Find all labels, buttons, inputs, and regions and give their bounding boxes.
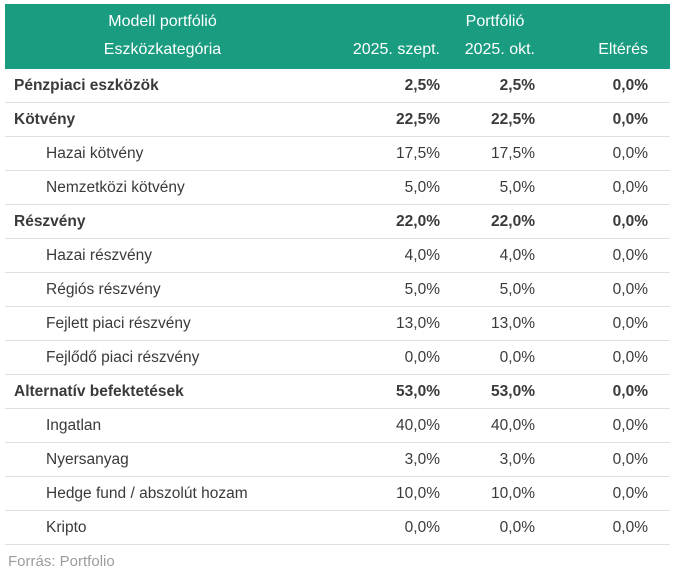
- okt-value-cell: 22,5%: [448, 102, 543, 137]
- header-group-row: Modell portfólió Portfólió: [5, 4, 671, 36]
- category-cell: Hedge fund / abszolút hozam: [5, 476, 320, 511]
- source-note: Forrás: Portfolio: [8, 553, 115, 570]
- elteres-value-cell: 0,0%: [543, 170, 671, 205]
- header-col-okt: 2025. okt.: [448, 36, 543, 69]
- table-row: Kripto 0,0% 0,0% 0,0%: [5, 510, 671, 545]
- header-columns-row: Eszközkategória 2025. szept. 2025. okt. …: [5, 36, 671, 69]
- category-cell: Részvény: [5, 204, 320, 239]
- header-group-model-portfolio: Modell portfólió: [5, 4, 320, 36]
- okt-value-cell: 10,0%: [448, 476, 543, 511]
- header-col-sept: 2025. szept.: [320, 36, 448, 69]
- okt-value-cell: 17,5%: [448, 136, 543, 171]
- table-row: Ingatlan 40,0% 40,0% 0,0%: [5, 408, 671, 443]
- table-row: Részvény 22,0% 22,0% 0,0%: [5, 204, 671, 239]
- sept-value-cell: 17,5%: [320, 136, 448, 171]
- table-row: Hedge fund / abszolút hozam 10,0% 10,0% …: [5, 476, 671, 511]
- sept-value-cell: 13,0%: [320, 306, 448, 341]
- elteres-value-cell: 0,0%: [543, 204, 671, 239]
- table-row: Pénzpiaci eszközök 2,5% 2,5% 0,0%: [5, 69, 671, 103]
- category-cell: Régiós részvény: [5, 272, 320, 307]
- elteres-value-cell: 0,0%: [543, 272, 671, 307]
- elteres-value-cell: 0,0%: [543, 306, 671, 341]
- table-row: Fejlett piaci részvény 13,0% 13,0% 0,0%: [5, 306, 671, 341]
- portfolio-table: Modell portfólió Portfólió Eszközkategór…: [5, 4, 671, 545]
- header-col-elteres: Eltérés: [543, 36, 671, 69]
- sept-value-cell: 0,0%: [320, 340, 448, 375]
- category-cell: Fejlett piaci részvény: [5, 306, 320, 341]
- okt-value-cell: 22,0%: [448, 204, 543, 239]
- elteres-value-cell: 0,0%: [543, 102, 671, 137]
- table-row: Régiós részvény 5,0% 5,0% 0,0%: [5, 272, 671, 307]
- sept-value-cell: 22,5%: [320, 102, 448, 137]
- table-row: Hazai kötvény 17,5% 17,5% 0,0%: [5, 136, 671, 171]
- okt-value-cell: 40,0%: [448, 408, 543, 443]
- table-row: Alternatív befektetések 53,0% 53,0% 0,0%: [5, 374, 671, 409]
- category-cell: Fejlődő piaci részvény: [5, 340, 320, 375]
- sept-value-cell: 40,0%: [320, 408, 448, 443]
- elteres-value-cell: 0,0%: [543, 510, 671, 545]
- table-row: Nyersanyag 3,0% 3,0% 0,0%: [5, 442, 671, 477]
- sept-value-cell: 2,5%: [320, 69, 448, 103]
- elteres-value-cell: 0,0%: [543, 69, 671, 103]
- elteres-value-cell: 0,0%: [543, 408, 671, 443]
- category-cell: Nyersanyag: [5, 442, 320, 477]
- table-row: Nemzetközi kötvény 5,0% 5,0% 0,0%: [5, 170, 671, 205]
- category-cell: Kötvény: [5, 102, 320, 137]
- okt-value-cell: 5,0%: [448, 272, 543, 307]
- elteres-value-cell: 0,0%: [543, 136, 671, 171]
- page-root: Modell portfólió Portfólió Eszközkategór…: [5, 4, 671, 570]
- okt-value-cell: 53,0%: [448, 374, 543, 409]
- table-header: Modell portfólió Portfólió Eszközkategór…: [5, 4, 671, 69]
- table-row: Fejlődő piaci részvény 0,0% 0,0% 0,0%: [5, 340, 671, 375]
- sept-value-cell: 10,0%: [320, 476, 448, 511]
- okt-value-cell: 13,0%: [448, 306, 543, 341]
- header-col-category: Eszközkategória: [5, 36, 320, 69]
- sept-value-cell: 4,0%: [320, 238, 448, 273]
- category-cell: Nemzetközi kötvény: [5, 170, 320, 205]
- okt-value-cell: 0,0%: [448, 340, 543, 375]
- category-cell: Pénzpiaci eszközök: [5, 69, 320, 103]
- table-body: Pénzpiaci eszközök 2,5% 2,5% 0,0% Kötvén…: [5, 69, 671, 545]
- table-row: Hazai részvény 4,0% 4,0% 0,0%: [5, 238, 671, 273]
- sept-value-cell: 53,0%: [320, 374, 448, 409]
- sept-value-cell: 22,0%: [320, 204, 448, 239]
- sept-value-cell: 0,0%: [320, 510, 448, 545]
- sept-value-cell: 5,0%: [320, 272, 448, 307]
- okt-value-cell: 0,0%: [448, 510, 543, 545]
- okt-value-cell: 4,0%: [448, 238, 543, 273]
- elteres-value-cell: 0,0%: [543, 374, 671, 409]
- okt-value-cell: 2,5%: [448, 69, 543, 103]
- header-group-portfolio: Portfólió: [320, 4, 671, 36]
- okt-value-cell: 5,0%: [448, 170, 543, 205]
- elteres-value-cell: 0,0%: [543, 442, 671, 477]
- category-cell: Alternatív befektetések: [5, 374, 320, 409]
- elteres-value-cell: 0,0%: [543, 340, 671, 375]
- category-cell: Hazai kötvény: [5, 136, 320, 171]
- sept-value-cell: 3,0%: [320, 442, 448, 477]
- category-cell: Kripto: [5, 510, 320, 545]
- category-cell: Hazai részvény: [5, 238, 320, 273]
- elteres-value-cell: 0,0%: [543, 476, 671, 511]
- table-row: Kötvény 22,5% 22,5% 0,0%: [5, 102, 671, 137]
- category-cell: Ingatlan: [5, 408, 320, 443]
- okt-value-cell: 3,0%: [448, 442, 543, 477]
- sept-value-cell: 5,0%: [320, 170, 448, 205]
- elteres-value-cell: 0,0%: [543, 238, 671, 273]
